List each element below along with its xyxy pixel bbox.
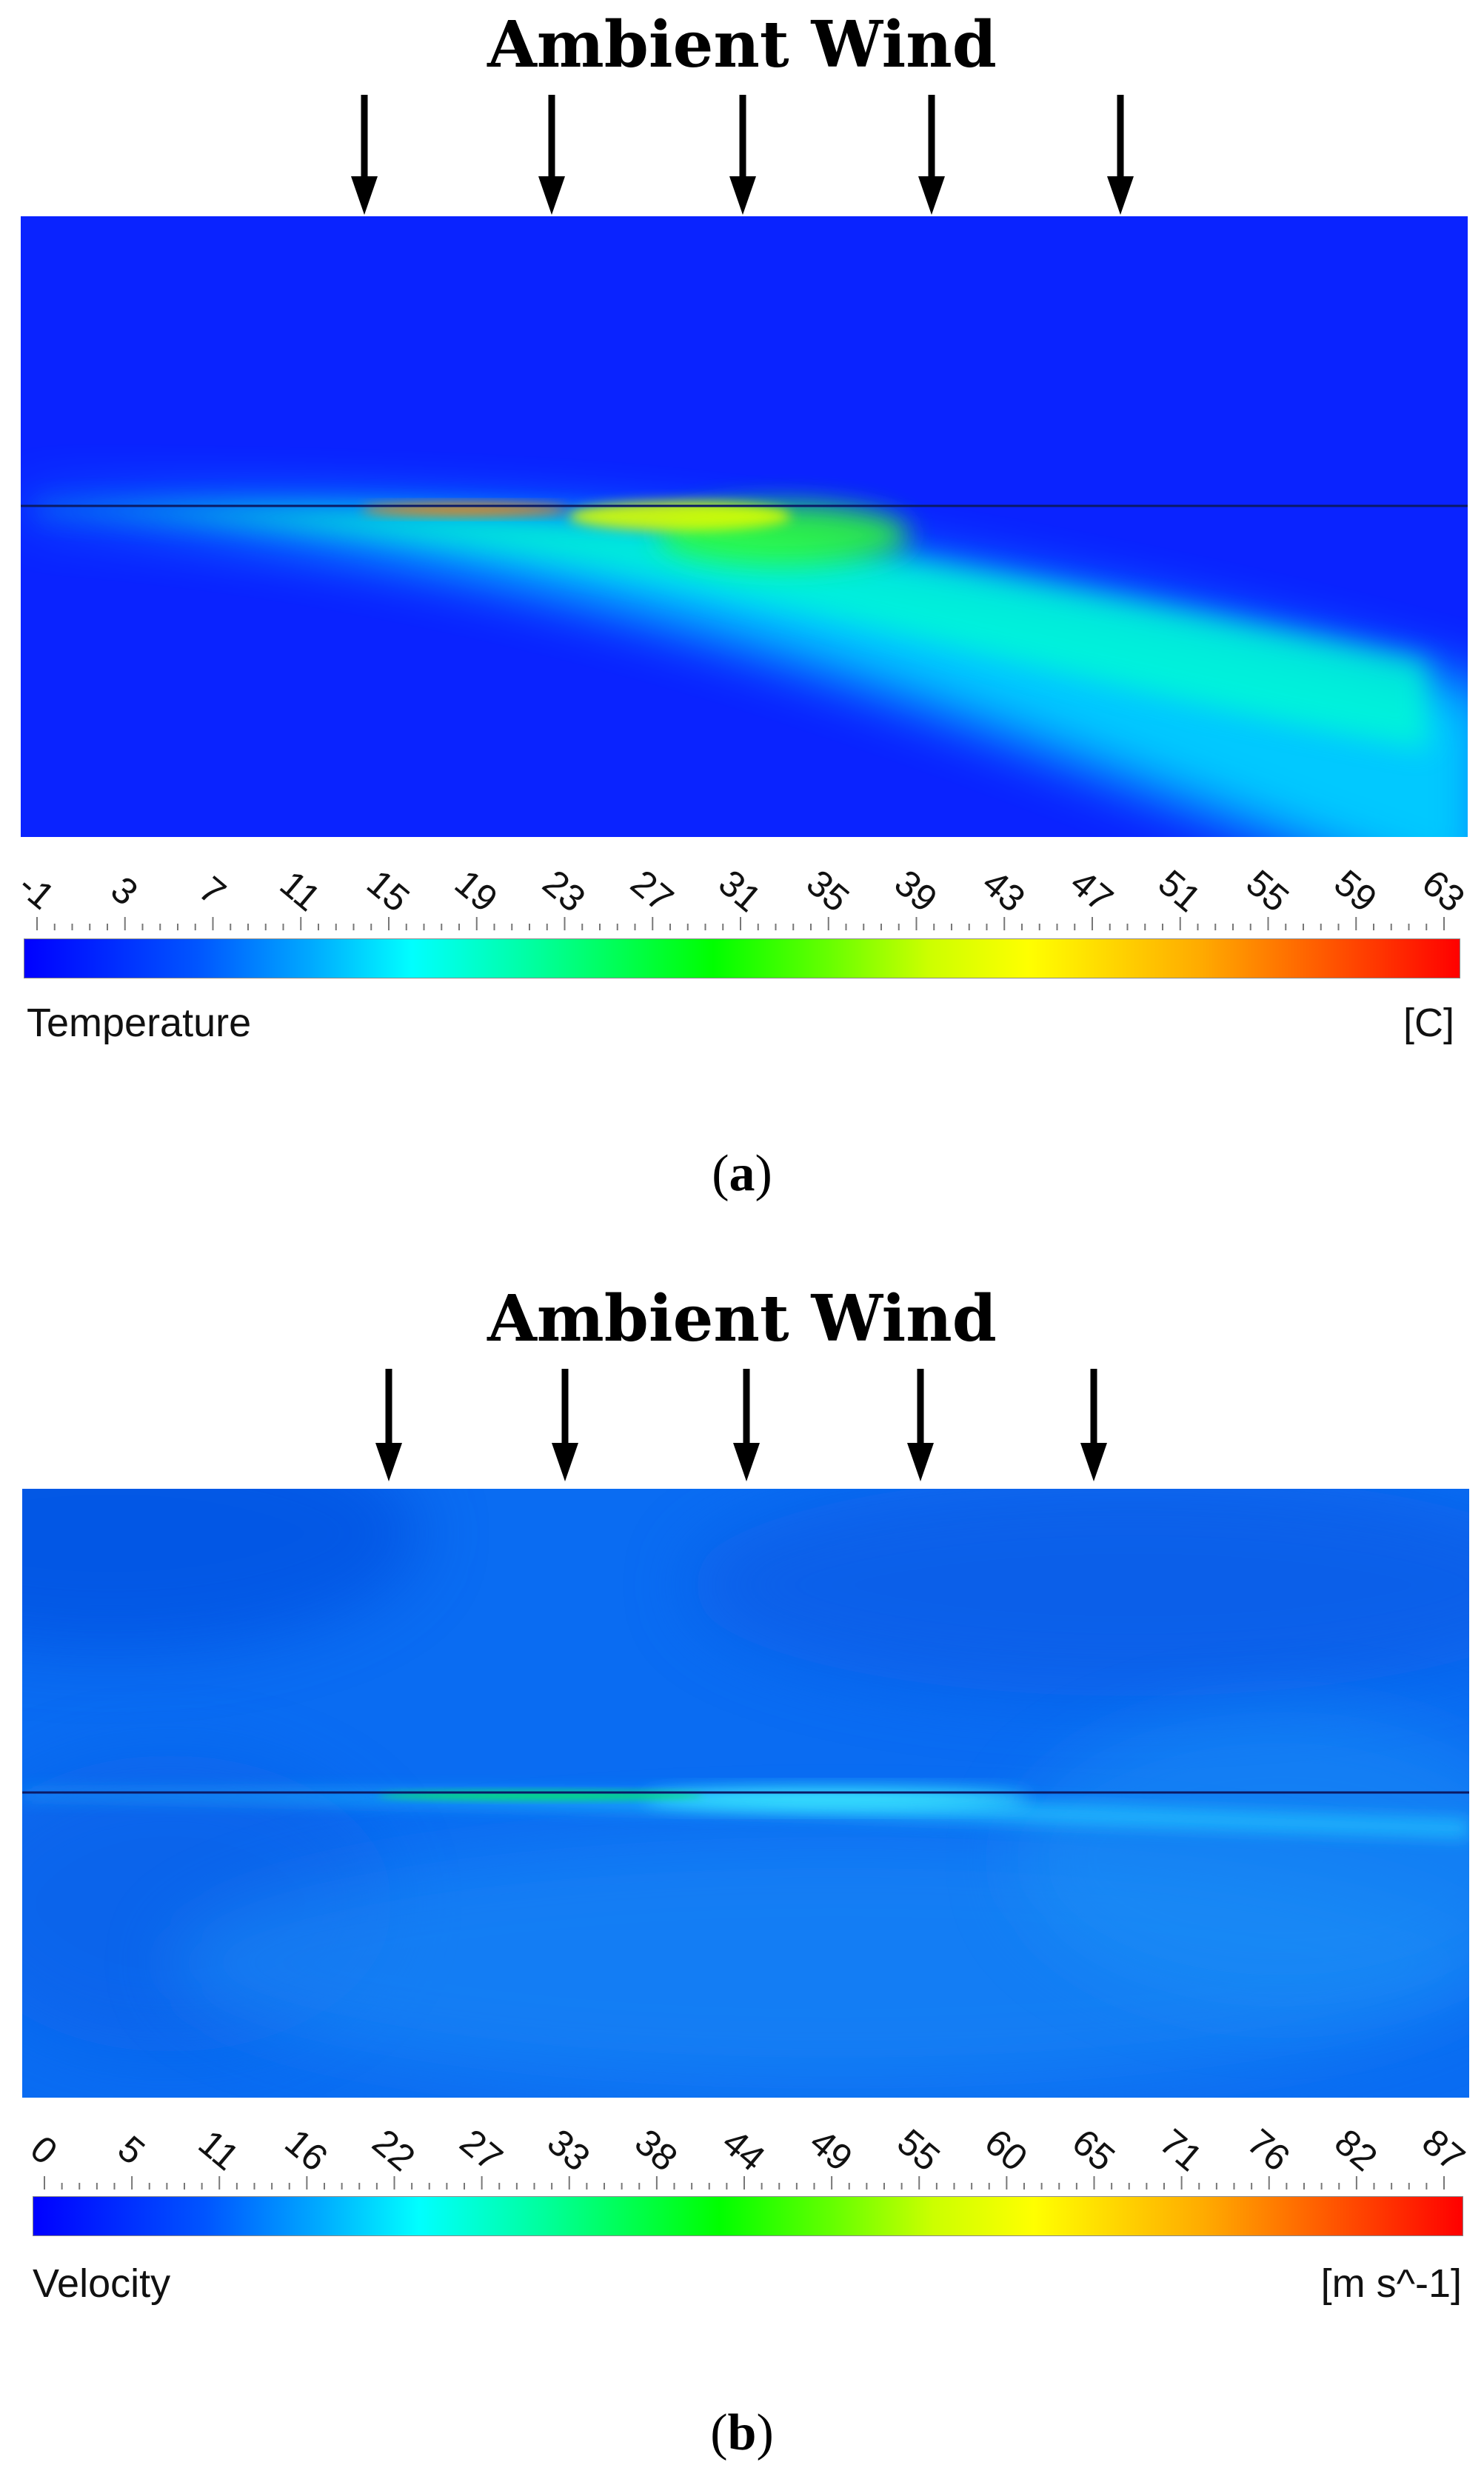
colorbar-tick-label: 44	[715, 2121, 773, 2179]
temperature-field	[21, 216, 1468, 837]
colorbar-tick-label: 22	[365, 2121, 424, 2179]
wind-arrow-a1	[351, 95, 378, 215]
colorbar-tick-label: 59	[1326, 861, 1385, 920]
colorbar-tick-label: 11	[191, 2122, 247, 2178]
colorbar-tick-label: 51	[1151, 861, 1209, 920]
wind-arrow-b4	[907, 1369, 934, 1481]
colorbar-tick-label: 55	[1239, 861, 1297, 920]
plume-core-yellow-a	[569, 501, 791, 531]
colorbar-tick-label: 49	[802, 2121, 860, 2179]
wind-arrow-b2	[552, 1369, 578, 1481]
panel-caption-a: (a)	[712, 1145, 772, 1202]
wind-arrow-b5	[1080, 1369, 1107, 1481]
colorbar-tick-label: 82	[1327, 2121, 1386, 2179]
colorbar-tick-label: 16	[277, 2121, 335, 2179]
colorbar-tick-label: 27	[452, 2121, 511, 2179]
wind-arrow-b1	[375, 1369, 402, 1481]
colorbar-unit-a: [C]	[1403, 1001, 1454, 1045]
colorbar-tick-label: 11	[273, 863, 329, 919]
wind-arrow-a5	[1107, 95, 1134, 215]
colorbar-tick-label: 7	[191, 868, 233, 913]
ambient-wind-title-b: Ambient Wind	[487, 1281, 997, 1356]
colorbar-tick-label: 76	[1240, 2121, 1298, 2179]
panel-a: Ambient Wind -1 3 7 11 15 19 23 27 31 35 39 43 47 51 5…	[0, 0, 1484, 1230]
colorbar-tick-label: 47	[1063, 861, 1121, 920]
colorbar-tick-label: 65	[1065, 2121, 1123, 2179]
colorbar-tick-label: 63	[1414, 861, 1465, 920]
colorbar-tick-label: 38	[627, 2121, 686, 2179]
colorbar-tick-label: 0	[23, 2127, 65, 2172]
velocity-field	[22, 1489, 1469, 2098]
colorbar-tick-label: 33	[540, 2121, 598, 2179]
wind-arrow-a4	[918, 95, 945, 215]
colorbar-tick-label: 27	[623, 861, 681, 920]
wind-arrows-b	[375, 1369, 1107, 1481]
colorbar-tick-label: -1	[21, 864, 62, 917]
wind-arrow-b3	[733, 1369, 760, 1481]
colorbar-tick-label: 5	[110, 2127, 153, 2172]
panel-b: Ambient Wind 0 5 11 16 22 27	[0, 1267, 1484, 2468]
colorbar-tick-label: 71	[1152, 2121, 1211, 2179]
velocity-dark-zone-2	[689, 1489, 1469, 1696]
colorbar-tick-label: 3	[103, 868, 145, 913]
colorbar-label-a: Temperature	[27, 1001, 252, 1045]
colorbar-tick-label: 19	[447, 861, 506, 920]
temperature-colorbar	[24, 938, 1460, 978]
colorbar-ticks-b: 0 5 11 16 22 27 33 38 44 49 55 60 65 71 76 82 87	[23, 2121, 1466, 2189]
colorbar-tick-label: 43	[975, 861, 1033, 920]
velocity-colorbar	[33, 2196, 1463, 2236]
ambient-wind-title-a: Ambient Wind	[487, 7, 997, 82]
colorbar-unit-b: [m s^-1]	[1320, 2261, 1462, 2306]
panel-caption-b: (b)	[710, 2404, 774, 2461]
colorbar-ticks-a: -1 3 7 11 15 19 23 27 31 35 39 43 47 51 55 59 63	[21, 861, 1465, 930]
colorbar-tick-label: 31	[711, 861, 769, 920]
wind-arrow-a2	[538, 95, 565, 215]
jet-cyan-b	[644, 1788, 1029, 1809]
colorbar-tick-label: 35	[799, 861, 858, 920]
colorbar-label-b: Velocity	[33, 2261, 171, 2306]
plume-outer-a	[21, 505, 1468, 837]
colorbar-tick-label: 60	[977, 2121, 1035, 2179]
colorbar-tick-label: 23	[535, 861, 594, 920]
wind-arrow-a3	[729, 95, 756, 215]
velocity-dark-zone-1	[22, 1489, 422, 1652]
wind-arrows-a	[351, 95, 1134, 215]
colorbar-tick-label: 39	[887, 861, 946, 920]
velocity-light-zone-2	[1015, 1711, 1469, 2007]
colorbar-tick-label: 87	[1414, 2121, 1466, 2179]
colorbar-tick-label: 15	[359, 861, 418, 920]
colorbar-tick-label: 55	[889, 2121, 948, 2179]
